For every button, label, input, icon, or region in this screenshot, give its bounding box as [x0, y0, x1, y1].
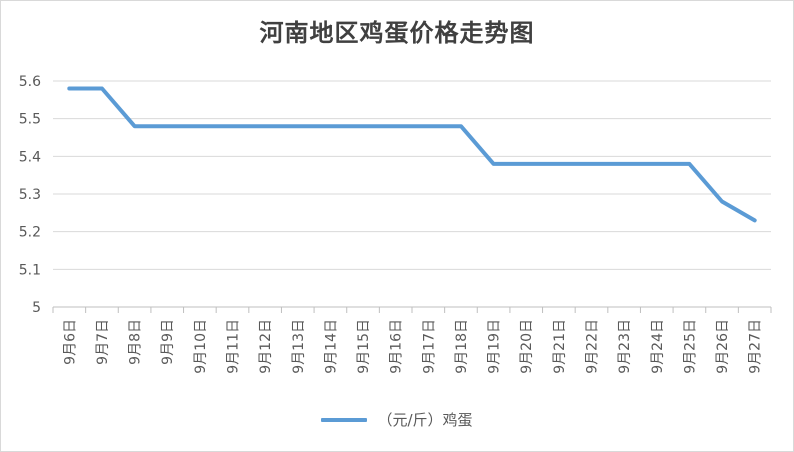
x-tick-label: 9月25日: [682, 319, 698, 374]
legend-label: （元/斤）鸡蛋: [377, 411, 473, 429]
x-tick-label: 9月16日: [389, 319, 405, 374]
y-tick-label: 5.3: [19, 187, 41, 203]
y-tick-label: 5.1: [19, 262, 41, 278]
y-tick-label: 5.4: [19, 149, 41, 165]
x-tick-label: 9月23日: [617, 319, 633, 374]
x-tick-label: 9月14日: [323, 319, 339, 374]
x-tick-label: 9月27日: [748, 319, 764, 374]
x-tick-label: 9月10日: [193, 319, 209, 374]
y-tick-label: 5.6: [19, 74, 41, 90]
x-tick-label: 9月22日: [585, 319, 601, 374]
x-tick-label: 9月21日: [552, 319, 568, 374]
x-tick-label: 9月11日: [226, 319, 242, 374]
x-tick-label: 9月6日: [62, 319, 78, 365]
series-line: [67, 86, 757, 223]
x-tick-label: 9月12日: [258, 319, 274, 374]
x-tick-label: 9月15日: [356, 319, 372, 374]
y-tick-label: 5.5: [19, 112, 41, 128]
y-tick-label: 5.2: [19, 225, 41, 241]
x-tick-label: 9月18日: [454, 319, 470, 374]
x-tick-label: 9月20日: [519, 319, 535, 374]
chart-title: 河南地区鸡蛋价格走势图: [259, 18, 535, 47]
x-tick-label: 9月7日: [95, 319, 111, 365]
x-tick-label: 9月13日: [291, 319, 307, 374]
x-tick-label: 9月19日: [487, 319, 503, 374]
x-tick-label: 9月24日: [650, 319, 666, 374]
x-tick-label: 9月26日: [715, 319, 731, 374]
y-tick-label: 5: [32, 300, 41, 316]
legend: （元/斤）鸡蛋: [1, 409, 793, 430]
x-tick-label: 9月9日: [160, 319, 176, 365]
legend-swatch: [321, 417, 368, 422]
x-tick-label: 9月17日: [421, 319, 437, 374]
x-tick-label: 9月8日: [128, 319, 144, 365]
